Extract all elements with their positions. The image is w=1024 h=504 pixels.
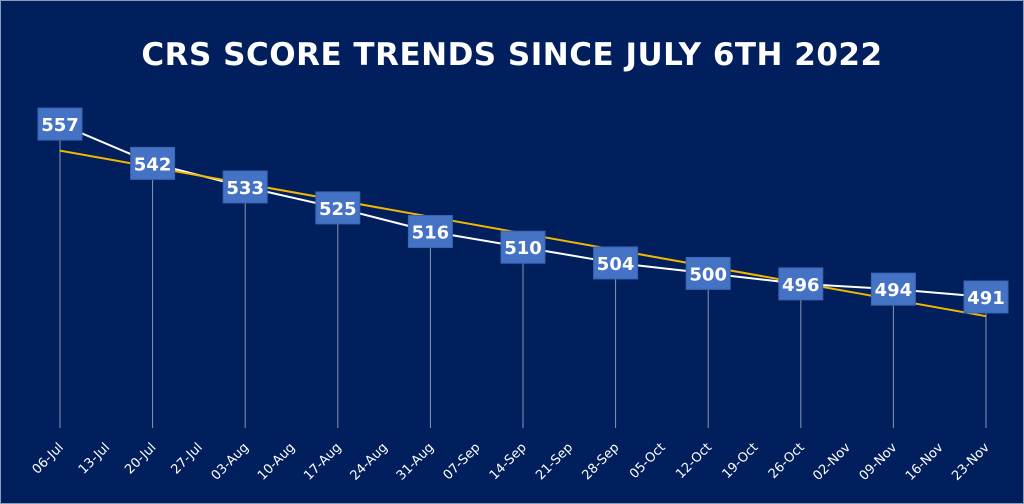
data-label-box: [778, 267, 824, 301]
data-label: 491: [967, 288, 1005, 309]
x-tick-label: 12-Oct: [673, 440, 715, 482]
x-tick-label: 14-Sep: [487, 440, 530, 483]
data-label: 525: [319, 199, 357, 220]
data-label: 542: [134, 154, 172, 175]
data-label-box: [130, 146, 176, 180]
x-tick-label: 02-Nov: [810, 440, 854, 484]
data-label-box: [963, 280, 1009, 314]
data-label: 557: [41, 115, 79, 136]
data-label-box: [593, 246, 639, 280]
x-tick-label: 31-Aug: [394, 440, 437, 483]
data-label-box: [315, 191, 361, 225]
x-tick-label: 27-Jul: [168, 440, 205, 477]
data-label: 494: [875, 280, 913, 301]
x-tick-label: 05-Oct: [627, 440, 669, 482]
data-label-box: [870, 272, 916, 306]
x-tick-label: 21-Sep: [533, 440, 576, 483]
data-label: 496: [782, 275, 820, 296]
data-label-box: [37, 107, 83, 141]
x-tick-label: 03-Aug: [209, 440, 252, 483]
x-tick-label: 13-Jul: [76, 440, 113, 477]
x-tick-label: 19-Oct: [720, 440, 762, 482]
x-tick-label: 28-Sep: [579, 440, 622, 483]
x-tick-label: 16-Nov: [903, 440, 947, 484]
x-tick-label: 07-Sep: [441, 440, 484, 483]
data-label: 510: [504, 238, 542, 259]
chart-title: CRS SCORE TRENDS SINCE JULY 6TH 2022: [141, 37, 883, 73]
data-label-box: [222, 170, 268, 204]
data-label: 504: [597, 254, 635, 275]
data-label: 533: [226, 178, 264, 199]
x-tick-label: 10-Aug: [255, 440, 298, 483]
x-tick-label: 09-Nov: [857, 440, 901, 484]
data-label-box: [685, 256, 731, 290]
data-label-box: [407, 215, 453, 248]
x-tick-label: 23-Nov: [949, 440, 993, 484]
x-tick-label: 26-Oct: [766, 440, 808, 482]
data-label-box: [500, 230, 546, 264]
x-tick-label: 06-Jul: [30, 440, 67, 477]
x-tick-label: 20-Jul: [122, 440, 159, 477]
data-label: 500: [689, 264, 727, 285]
x-tick-label: 24-Aug: [348, 440, 391, 483]
x-tick-label: 17-Aug: [301, 440, 344, 483]
data-label: 516: [412, 223, 450, 244]
